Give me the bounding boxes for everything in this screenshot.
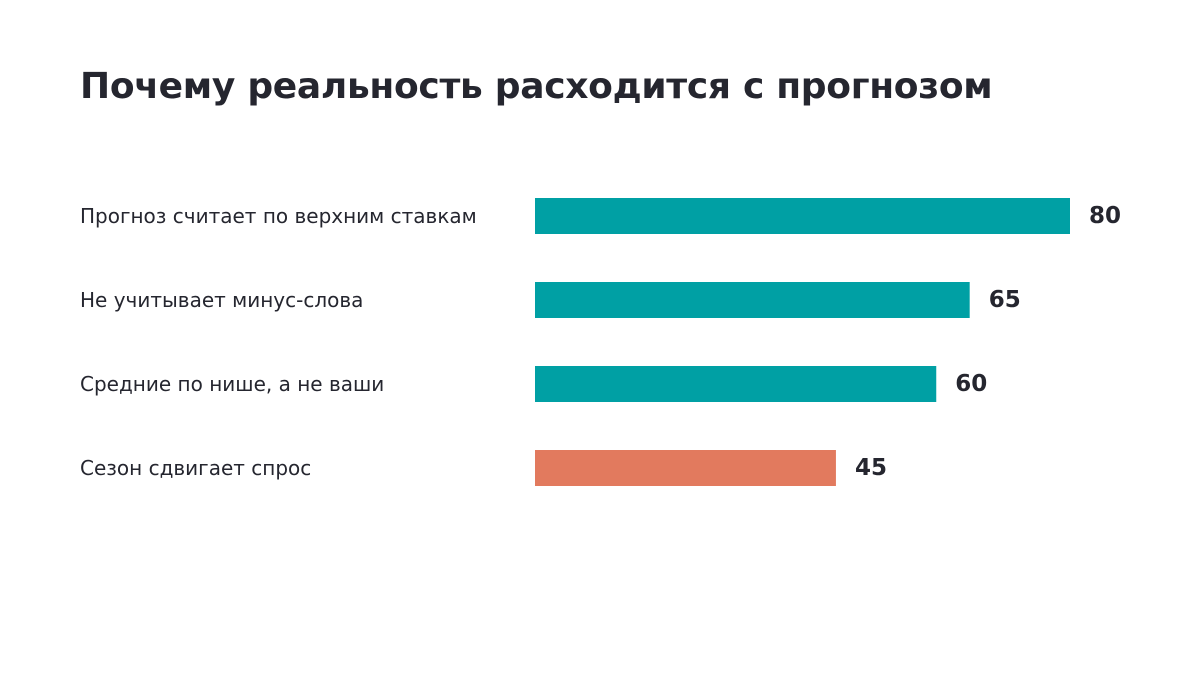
- bar-3: [535, 366, 937, 402]
- category-label: Прогноз считает по верхним ставкам: [80, 204, 477, 228]
- category-label: Средние по нише, а не ваши: [80, 372, 384, 396]
- category-label: Не учитывает минус-слова: [80, 288, 363, 312]
- bar-row: Не учитывает минус-слова 65: [80, 282, 1021, 318]
- value-label: 65: [989, 287, 1021, 313]
- bars-group: Прогноз считает по верхним ставкам 80 Не у…: [80, 198, 1121, 486]
- bar-row: Средние по нише, а не ваши 60: [80, 366, 987, 402]
- bar-row: Прогноз считает по верхним ставкам 80: [80, 198, 1121, 234]
- page-title: Почему реальность расходится с прогнозом: [80, 66, 993, 107]
- bar-2: [535, 282, 970, 318]
- category-label: Сезон сдвигает спрос: [80, 456, 311, 480]
- bar-4: [535, 450, 836, 486]
- bar-row: Сезон сдвигает спрос 45: [80, 450, 887, 486]
- value-label: 45: [855, 455, 887, 481]
- bar-1: [535, 198, 1070, 234]
- value-label: 60: [955, 371, 987, 397]
- value-label: 80: [1089, 203, 1121, 229]
